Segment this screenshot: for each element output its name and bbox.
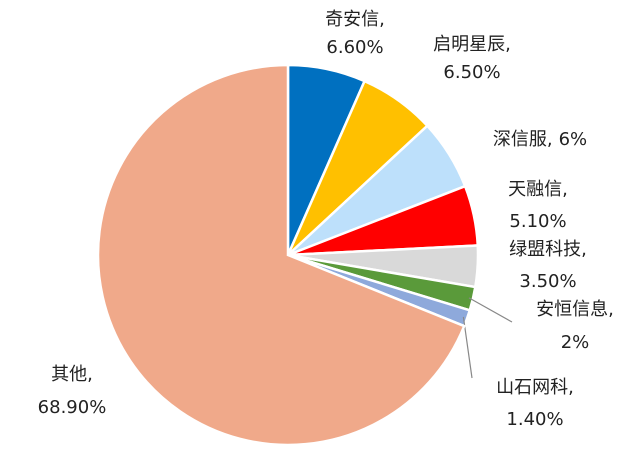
pie-slice [96,63,466,447]
category-label: 奇安信, [325,9,385,30]
value-label: 3.50% [519,271,576,292]
category-label: 启明星辰, [433,34,511,55]
value-label: 6% [559,129,588,150]
category-label: 山石网科, [496,377,574,398]
value-label: 2% [561,332,590,353]
data-label: 深信服, 6% [493,129,587,150]
value-label: 1.40% [506,409,563,430]
category-label: 天融信, [508,179,568,200]
category-label: 绿盟科技, [509,239,587,260]
category-label: 深信服, [493,129,553,150]
value-label: 5.10% [509,211,566,232]
value-label: 6.50% [443,62,500,83]
category-label: 其他, [51,364,93,385]
leader-line [468,297,513,323]
value-label: 68.90% [38,397,107,418]
value-label: 6.60% [326,37,383,58]
category-label: 安恒信息, [536,299,614,320]
